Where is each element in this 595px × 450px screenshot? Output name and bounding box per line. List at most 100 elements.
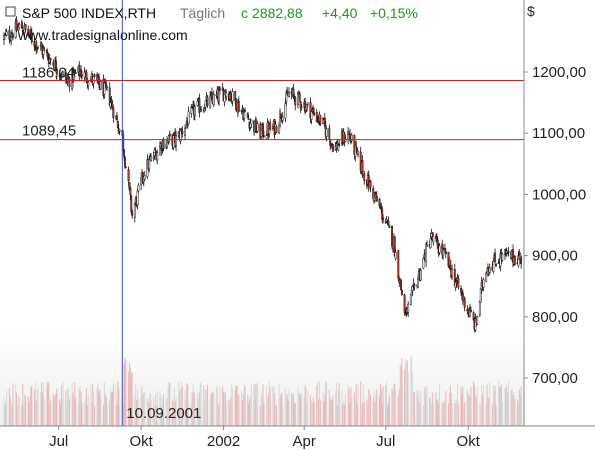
candle-body bbox=[129, 187, 132, 195]
watermark-text: www.tradesignalonline.com bbox=[17, 27, 188, 43]
candle-body bbox=[492, 261, 495, 272]
candle-body bbox=[313, 112, 316, 115]
candle-body bbox=[478, 301, 481, 315]
candle-body bbox=[338, 143, 341, 146]
candle-body bbox=[127, 169, 130, 182]
chart-header: S&P 500 INDEX,RTH Täglich c 2882,88 +4,4… bbox=[5, 3, 535, 43]
candle-body bbox=[244, 110, 247, 112]
y-tick-label: 800,00 bbox=[532, 309, 578, 326]
candle-body bbox=[347, 131, 350, 140]
candle-body bbox=[328, 127, 331, 139]
candle-body bbox=[55, 68, 58, 75]
symbol-name: S&P 500 INDEX,RTH bbox=[22, 5, 156, 21]
candle-body bbox=[225, 92, 228, 97]
candle-body bbox=[460, 288, 463, 293]
candle-body bbox=[297, 92, 299, 105]
candle-body bbox=[426, 244, 428, 247]
candle-body bbox=[187, 111, 190, 125]
candle-body bbox=[520, 256, 523, 264]
candle-body bbox=[110, 100, 113, 103]
candle-body bbox=[30, 33, 33, 43]
candle-body bbox=[62, 71, 65, 75]
candle-body bbox=[193, 106, 196, 116]
candle-body bbox=[331, 143, 333, 145]
candle-body bbox=[130, 196, 133, 212]
candle-body bbox=[394, 252, 397, 259]
candle-body bbox=[482, 279, 485, 288]
change-value: +4,40 bbox=[322, 5, 358, 21]
candle-body bbox=[74, 72, 77, 74]
candle-body bbox=[143, 174, 146, 180]
candle-body bbox=[419, 270, 422, 281]
candle-body bbox=[37, 46, 40, 49]
candle-body bbox=[425, 244, 428, 263]
candle-body bbox=[409, 294, 412, 305]
candle-body bbox=[254, 118, 257, 133]
candle-body bbox=[292, 88, 295, 95]
candle-body bbox=[118, 129, 121, 132]
x-axis: Jul Okt 2002 Apr Jul Okt bbox=[49, 426, 481, 450]
header-checkbox-icon[interactable] bbox=[5, 6, 16, 17]
candle-body bbox=[124, 157, 126, 168]
candle-body bbox=[265, 135, 268, 139]
candle-body bbox=[357, 150, 359, 155]
candle-body bbox=[485, 272, 488, 282]
candle-body bbox=[444, 251, 447, 255]
candle-body bbox=[133, 204, 136, 218]
x-tick-label: 2002 bbox=[207, 433, 240, 450]
candle-body bbox=[382, 217, 385, 220]
candle-body bbox=[304, 101, 307, 113]
candle-body bbox=[241, 108, 244, 112]
candle-body bbox=[49, 58, 52, 61]
candle-body bbox=[306, 102, 309, 105]
candle-body bbox=[24, 24, 27, 30]
candle-body bbox=[172, 135, 175, 148]
candle-body bbox=[325, 128, 328, 137]
candle-body bbox=[331, 144, 334, 152]
candle-body bbox=[413, 284, 416, 286]
candle-body bbox=[451, 268, 454, 276]
candle-body bbox=[422, 257, 425, 269]
candle-body bbox=[237, 101, 240, 112]
candle-body bbox=[156, 152, 159, 161]
candle-body bbox=[184, 128, 186, 136]
candle-body bbox=[191, 106, 194, 108]
candle-body bbox=[479, 287, 482, 303]
candle-body bbox=[495, 263, 497, 267]
candle-body bbox=[435, 236, 438, 241]
candle-body bbox=[400, 290, 403, 295]
candle-body bbox=[200, 109, 203, 111]
y-tick-label: 1000,00 bbox=[532, 186, 586, 203]
candle-body bbox=[449, 260, 452, 269]
candle-body bbox=[152, 156, 155, 159]
candle-body bbox=[513, 256, 516, 265]
candle-body bbox=[438, 245, 441, 253]
candle-body bbox=[68, 78, 71, 87]
candle-body bbox=[210, 92, 213, 100]
candle-body bbox=[256, 123, 259, 132]
candle-body bbox=[262, 123, 264, 137]
candle-body bbox=[136, 190, 139, 206]
candle-body bbox=[218, 90, 221, 102]
candle-body bbox=[375, 195, 378, 202]
candle-body bbox=[429, 238, 432, 249]
candle-body bbox=[246, 112, 249, 118]
candle-body bbox=[262, 135, 265, 137]
level-high-label: 1186,04 bbox=[22, 65, 75, 82]
candle-body bbox=[250, 119, 253, 125]
candle-body bbox=[443, 248, 446, 252]
candle-body bbox=[35, 42, 38, 51]
candle-body bbox=[115, 115, 118, 121]
candle-body bbox=[103, 82, 106, 95]
candle-body bbox=[442, 248, 445, 256]
x-tick-label: Jul bbox=[376, 433, 395, 450]
candle-body bbox=[5, 31, 8, 36]
y-axis: 1200,00 1100,00 1000,00 900,00 800,00 700,00 bbox=[524, 64, 586, 387]
candle-body bbox=[403, 294, 406, 314]
candle-body bbox=[131, 211, 134, 216]
candle-body bbox=[286, 91, 289, 95]
candle-body bbox=[167, 135, 170, 142]
candle-body bbox=[168, 133, 171, 137]
